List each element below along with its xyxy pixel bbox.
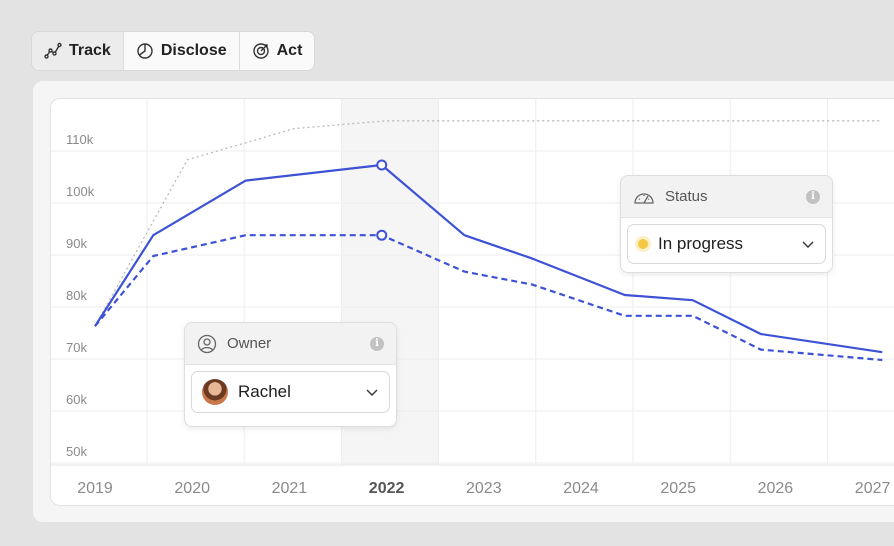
series-line-dotted <box>94 120 883 327</box>
x-tick-label: 2022 <box>369 480 405 497</box>
status-card-header: Status i <box>621 176 832 218</box>
chevron-down-icon <box>802 241 814 248</box>
x-tick-label: 2023 <box>466 480 502 497</box>
y-tick-label: 90k <box>66 236 87 251</box>
y-tick-label: 70k <box>66 340 87 355</box>
data-point-marker <box>376 229 388 241</box>
avatar <box>202 379 228 405</box>
status-card: Status i In progress <box>620 175 833 273</box>
owner-select-value: Rachel <box>238 382 291 401</box>
user-circle-icon <box>197 334 217 353</box>
y-tick-label: 60k <box>66 392 87 407</box>
gauge-icon <box>634 192 654 204</box>
y-tick-label: 100k <box>66 184 95 199</box>
series-line-dashed <box>94 234 883 362</box>
tab-disclose-label: Disclose <box>160 42 227 59</box>
tab-act[interactable]: Act <box>239 32 315 70</box>
tab-track-label: Track <box>69 42 111 59</box>
owner-card-header: Owner i <box>185 323 396 365</box>
x-tick-label: 2020 <box>174 480 210 497</box>
y-tick-label: 110k <box>66 132 94 147</box>
x-tick-label: 2026 <box>758 480 794 497</box>
tab-disclose[interactable]: Disclose <box>123 32 240 70</box>
chart-card: 110k 100k 90k 80k 70k 60k 50k 2019 2020 2021 2022 2… <box>50 98 894 506</box>
trend-line-icon <box>44 42 62 59</box>
target-icon <box>252 43 269 59</box>
tab-act-label: Act <box>276 42 303 59</box>
line-chart: 110k 100k 90k 80k 70k 60k 50k 2019 2020 2021 2022 2… <box>51 99 894 497</box>
owner-card: Owner i Rachel <box>184 322 397 427</box>
x-tick-label: 2024 <box>563 480 599 497</box>
x-tick-label: 2025 <box>660 480 696 497</box>
status-card-title: Status <box>665 188 708 205</box>
series-line-solid <box>94 163 883 354</box>
x-tick-label: 2021 <box>272 480 308 497</box>
chevron-down-icon <box>366 389 378 396</box>
y-tick-label: 80k <box>66 288 87 303</box>
status-select[interactable]: In progress <box>627 224 826 264</box>
owner-select[interactable]: Rachel <box>191 371 390 413</box>
status-select-value: In progress <box>658 234 744 253</box>
data-point-marker <box>376 159 388 171</box>
y-tick-label: 50k <box>66 444 87 459</box>
x-tick-label: 2027 <box>855 480 891 497</box>
view-tabs: Track Disclose Act <box>31 31 316 71</box>
tab-track[interactable]: Track <box>32 32 124 70</box>
x-tick-label: 2019 <box>77 480 113 497</box>
info-icon[interactable]: i <box>806 189 820 204</box>
owner-card-title: Owner <box>227 335 272 352</box>
pie-chart-icon <box>137 43 153 59</box>
status-indicator-dot <box>638 239 648 249</box>
info-icon[interactable]: i <box>370 336 384 351</box>
